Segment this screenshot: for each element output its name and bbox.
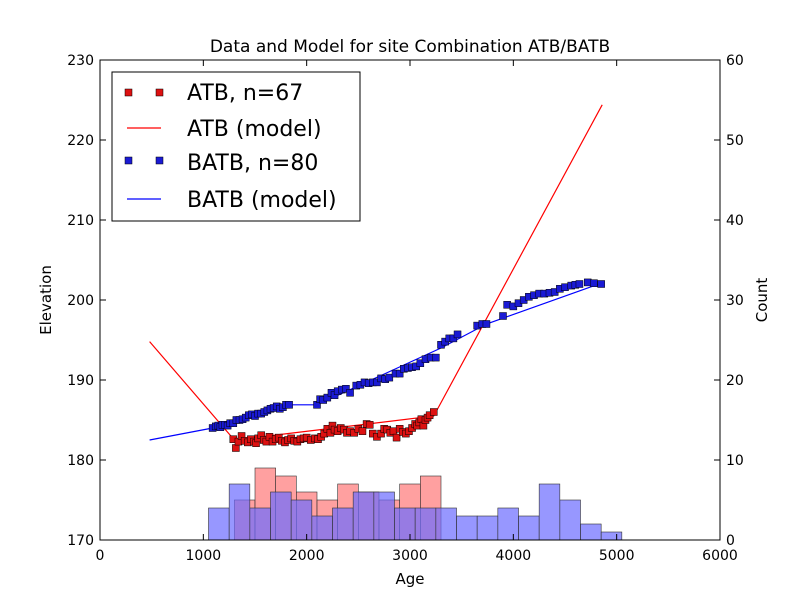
data-point-batb	[449, 334, 458, 343]
hist-bar-batb	[208, 507, 230, 541]
data-point-batb	[385, 373, 394, 382]
hist-bar-batb	[559, 499, 581, 541]
data-point-batb	[416, 359, 425, 367]
legend-marker-batb-2	[155, 156, 164, 165]
legend-marker-atb-2	[155, 88, 164, 97]
hist-bar-batb	[249, 507, 271, 541]
y2-tick-label: 20	[726, 373, 744, 389]
x-tick-label: 4000	[496, 548, 532, 564]
hist-bar-batb	[497, 507, 519, 541]
data-point-batb	[499, 312, 507, 320]
x-tick-label: 5000	[599, 548, 635, 564]
data-point-batb	[453, 330, 462, 339]
data-point-batb	[597, 280, 605, 288]
x-tick-label: 6000	[702, 548, 738, 564]
hist-bar-batb	[600, 531, 623, 541]
data-point-batb	[285, 401, 293, 409]
chart-title: Data and Model for site Combination ATB/…	[210, 37, 610, 57]
hist-bar-batb	[270, 491, 292, 541]
legend-entry-atb-model: ATB (model)	[127, 117, 322, 142]
hist-bar-batb	[290, 499, 313, 541]
y2-tick-label: 30	[726, 293, 744, 309]
y-tick-label: 210	[67, 213, 94, 229]
legend-box	[111, 71, 361, 222]
data-point-atb	[232, 444, 240, 452]
legend: ATB, n=67 ATB (model) BATB, n=80 BATB (m…	[111, 71, 361, 222]
x-axis-label: Age	[395, 570, 424, 588]
legend-entry-batb: BATB, n=80	[124, 151, 318, 176]
histogram-layer	[208, 467, 623, 541]
y-tick-label: 180	[67, 453, 94, 469]
hist-bar-batb	[580, 523, 602, 541]
hist-bar-batb	[373, 491, 395, 541]
legend-marker-batb	[124, 156, 133, 165]
legend-entry-atb: ATB, n=67	[124, 81, 303, 106]
y-tick-label: 200	[67, 293, 94, 309]
y2-axis-label: Count	[753, 278, 771, 323]
data-point-batb	[482, 320, 491, 328]
y-tick-label: 190	[67, 373, 94, 389]
hist-bar-batb	[476, 515, 499, 541]
hist-bar-batb	[456, 515, 478, 541]
y-tick-label: 230	[67, 53, 94, 69]
data-point-batb	[575, 280, 584, 288]
data-point-batb	[590, 279, 598, 287]
x-tick-label: 0	[96, 548, 105, 564]
x-tick-label: 3000	[392, 548, 428, 564]
data-point-batb	[503, 301, 511, 309]
data-point-atb	[350, 429, 358, 437]
hist-bar-batb	[518, 515, 540, 541]
legend-entry-batb-model: BATB (model)	[127, 188, 337, 213]
data-point-batb	[373, 378, 381, 387]
x-tick-label: 2000	[289, 548, 325, 564]
x-tick-label: 1000	[186, 548, 222, 564]
hist-bar-batb	[394, 507, 416, 541]
legend-label-batb: BATB, n=80	[187, 151, 318, 176]
data-point-atb	[430, 408, 438, 416]
series-layer	[149, 104, 605, 452]
legend-label-atb-model: ATB (model)	[187, 117, 322, 142]
y2-tick-label: 10	[726, 453, 744, 469]
legend-label-atb: ATB, n=67	[187, 81, 303, 106]
y2-tick-label: 60	[726, 53, 744, 69]
data-point-batb	[432, 353, 440, 362]
legend-marker-atb	[124, 88, 133, 97]
tick-layer: 0 1000 2000 3000 4000 5000 6000170180190200210…	[67, 53, 744, 564]
y-tick-label: 170	[67, 533, 94, 549]
data-point-batb	[342, 385, 350, 393]
hist-bar-batb	[435, 507, 457, 541]
y2-tick-label: 50	[726, 133, 744, 149]
y-tick-label: 220	[67, 133, 94, 149]
y2-tick-label: 40	[726, 213, 744, 229]
data-point-atb	[392, 433, 401, 442]
hist-bar-batb	[332, 507, 354, 541]
y-axis-label: Elevation	[37, 265, 55, 335]
legend-label-batb-model: BATB (model)	[187, 188, 337, 213]
data-point-batb	[346, 389, 354, 397]
hist-bar-batb	[352, 491, 375, 541]
hist-bar-batb	[228, 483, 251, 541]
hist-bar-batb	[414, 507, 437, 541]
y2-tick-label: 0	[726, 533, 735, 549]
data-point-atb	[365, 421, 374, 429]
hist-bar-batb	[538, 483, 561, 541]
hist-bar-batb	[311, 515, 333, 541]
data-point-batb	[395, 369, 404, 378]
data-point-atb	[358, 427, 367, 435]
